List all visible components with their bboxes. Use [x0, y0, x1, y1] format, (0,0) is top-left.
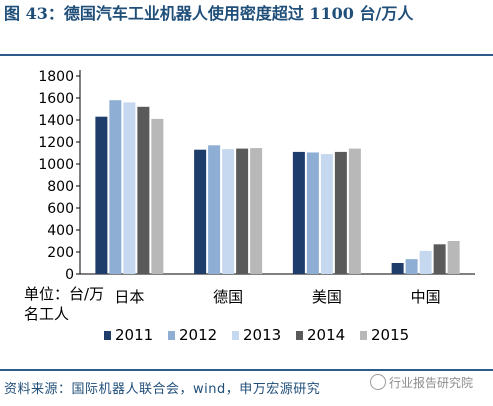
y-tick-label: 600 — [47, 201, 74, 217]
legend-label: 2011 — [115, 326, 153, 344]
legend-swatch-2012 — [168, 331, 175, 340]
y-tick-label: 1000 — [38, 157, 74, 173]
bar-2014 — [236, 148, 249, 274]
bar-2015 — [250, 148, 263, 274]
legend-label: 2012 — [179, 326, 217, 344]
bar-2015 — [151, 118, 164, 275]
bar-2011 — [95, 116, 108, 274]
bar-2014 — [137, 106, 150, 274]
bar-2013 — [320, 154, 333, 274]
bar-2013 — [419, 250, 432, 274]
y-axis-unit-label: 单位：台/万名工人 — [24, 285, 105, 323]
y-tick-label: 1800 — [38, 69, 74, 85]
legend-swatch-2015 — [360, 331, 367, 340]
bar-2015 — [348, 148, 361, 274]
watermark-text: 行业报告研究院 — [389, 376, 474, 390]
x-category-label: 中国 — [411, 288, 441, 306]
source-note: 资料来源：国际机器人联合会，wind，申万宏源研究 — [4, 382, 321, 397]
bar-2011 — [194, 149, 207, 274]
bar-2012 — [208, 145, 221, 274]
bar-chart: 0 200 400 600 800 1000 1200 1400 1600 1800 日本 德国 美国 中… — [38, 69, 475, 344]
x-category-label: 德国 — [213, 288, 243, 306]
y-tick-label: 400 — [47, 223, 74, 239]
y-tick-label: 800 — [47, 179, 74, 195]
bar-2011 — [391, 263, 404, 274]
x-category-label: 美国 — [312, 288, 342, 306]
legend-swatch-2014 — [296, 331, 303, 340]
y-tick-label: 1400 — [38, 113, 74, 129]
watermark: 行业报告研究院 — [370, 374, 473, 391]
source-divider — [0, 369, 493, 371]
y-tick-label: 1600 — [38, 91, 74, 107]
bar-2011 — [292, 151, 305, 274]
bar-2014 — [334, 151, 347, 274]
bar-2013 — [222, 149, 235, 274]
x-category-label: 日本 — [114, 288, 144, 306]
bar-2013 — [123, 102, 136, 275]
legend-swatch-2011 — [104, 331, 111, 340]
watermark-icon — [370, 374, 386, 390]
y-tick-label: 0 — [65, 267, 74, 283]
legend-label: 2015 — [371, 326, 409, 344]
bar-2015 — [447, 241, 460, 274]
legend-label: 2014 — [307, 326, 345, 344]
legend-label: 2013 — [243, 326, 281, 344]
y-tick-label: 200 — [47, 245, 74, 261]
figure-title: 图 43：德国汽车工业机器人使用密度超过 1100 台/万人 — [4, 4, 414, 23]
bar-2014 — [433, 244, 446, 274]
bar-2012 — [405, 259, 418, 274]
bar-2012 — [306, 152, 319, 274]
y-tick-label: 1200 — [38, 135, 74, 151]
bar-2012 — [109, 100, 122, 274]
legend-swatch-2013 — [232, 331, 239, 340]
title-divider — [0, 54, 493, 56]
